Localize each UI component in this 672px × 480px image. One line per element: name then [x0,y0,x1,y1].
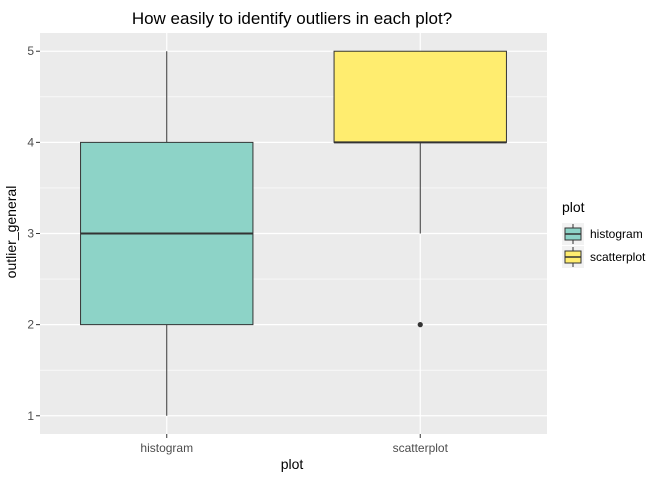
x-tick-label: scatterplot [393,441,449,455]
legend-item-scatterplot: scatterplot [562,246,646,268]
boxes [80,50,507,416]
y-axis-title: outlier_general [3,186,19,279]
legend-items: histogram scatterplot [562,223,646,268]
legend-title: plot [562,199,585,215]
x-tick-label: histogram [140,441,193,455]
legend-label: scatterplot [590,250,646,264]
y-axis: 1 2 3 4 5 [27,44,40,423]
outlier-point [417,322,423,328]
legend: plot histogram scatterplot [562,199,646,268]
chart-title: How easily to identify outliers in each … [132,9,452,28]
box-scatterplot [333,50,507,328]
box-histogram [80,51,254,416]
y-tick-label: 2 [27,318,34,332]
y-tick-label: 5 [27,44,34,58]
y-tick-label: 1 [27,409,34,423]
y-tick-label: 3 [27,227,34,241]
y-tick-label: 4 [27,135,34,149]
box-body [333,50,507,143]
legend-item-histogram: histogram [562,223,643,245]
x-axis-title: plot [281,456,304,472]
x-axis: histogram scatterplot [140,434,449,455]
legend-label: histogram [590,227,643,241]
